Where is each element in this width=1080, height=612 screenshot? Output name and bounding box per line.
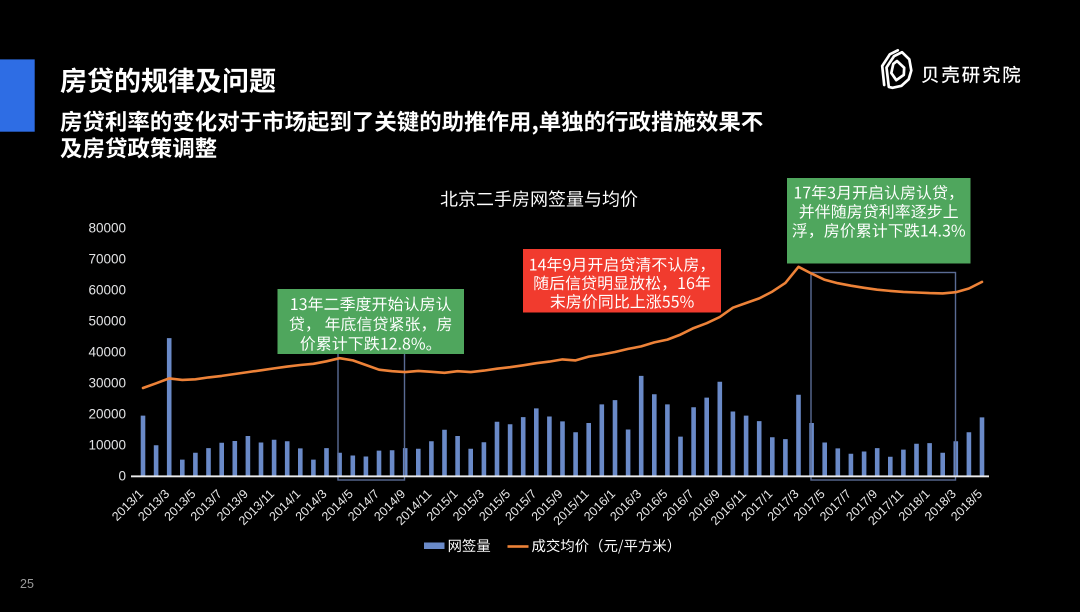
svg-text:0: 0 xyxy=(118,468,126,483)
svg-text:80000: 80000 xyxy=(88,220,126,235)
svg-text:30000: 30000 xyxy=(88,375,126,390)
svg-text:60000: 60000 xyxy=(88,282,126,297)
svg-text:25: 25 xyxy=(20,577,34,591)
svg-text:10000: 10000 xyxy=(88,437,126,452)
svg-text:20000: 20000 xyxy=(88,406,126,421)
svg-text:50000: 50000 xyxy=(88,313,126,328)
svg-text:40000: 40000 xyxy=(88,344,126,359)
svg-text:70000: 70000 xyxy=(88,251,126,266)
